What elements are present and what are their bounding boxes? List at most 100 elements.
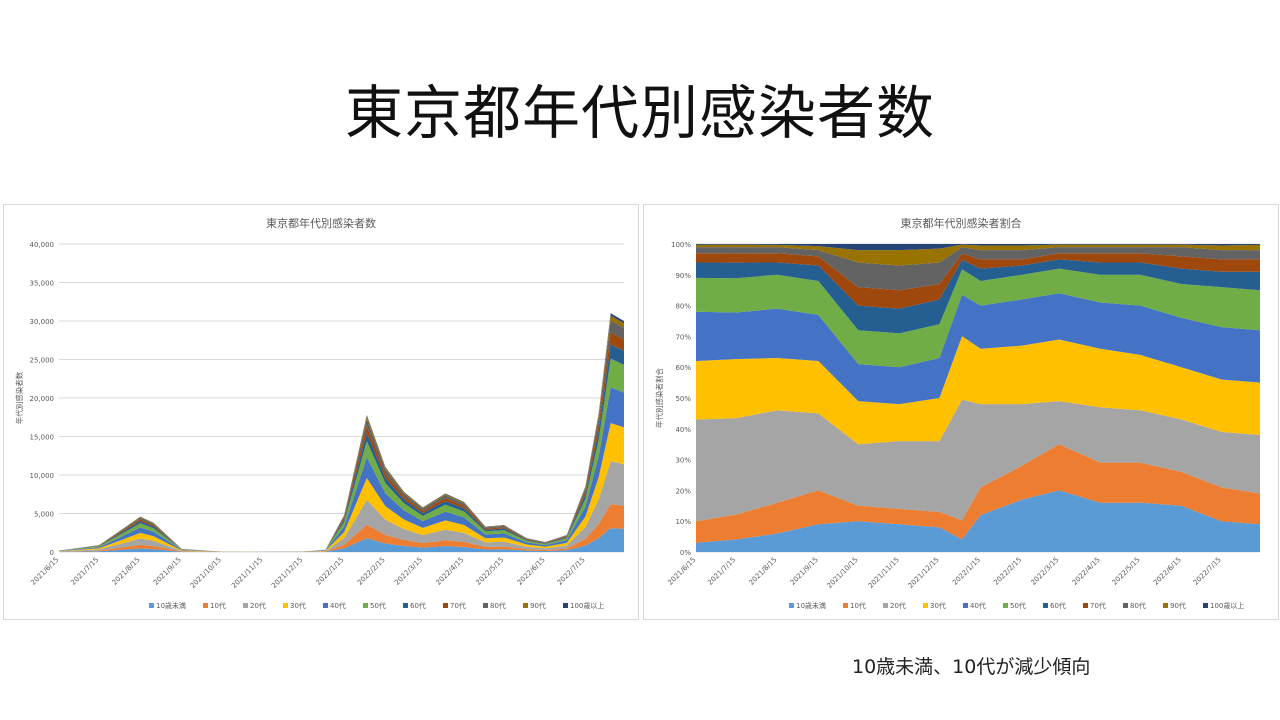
area-series-7 bbox=[696, 259, 1260, 334]
y-tick-label: 20% bbox=[675, 487, 691, 495]
x-tick-label: 2021/12/15 bbox=[270, 556, 304, 590]
legend-label: 30代 bbox=[930, 601, 946, 610]
legend-label: 10歳未満 bbox=[796, 601, 826, 610]
legend-label: 40代 bbox=[330, 601, 346, 610]
area-series-5 bbox=[696, 293, 1260, 405]
chart-ratio: 東京都年代別感染者割合 0% 10% 20% 30% 40% 50% 60% 70% 80% 90%… bbox=[654, 216, 1260, 610]
x-tick-label: 2022/1/15 bbox=[315, 556, 346, 587]
area-series-9 bbox=[696, 247, 1260, 291]
legend-label: 10代 bbox=[210, 601, 226, 610]
y-tick-label: 20,000 bbox=[30, 395, 55, 403]
legend-swatch bbox=[443, 603, 448, 608]
legend-label: 30代 bbox=[290, 601, 306, 610]
legend-label: 50代 bbox=[370, 601, 386, 610]
area-series-6 bbox=[696, 268, 1260, 368]
legend-label: 20代 bbox=[250, 601, 266, 610]
y-tick-label: 90% bbox=[675, 272, 691, 280]
x-tick-label: 2021/11/15 bbox=[230, 556, 264, 590]
legend-label: 40代 bbox=[970, 601, 986, 610]
legend-swatch bbox=[1123, 603, 1128, 608]
y-tick-label: 40% bbox=[675, 426, 691, 434]
legend-swatch bbox=[1043, 603, 1048, 608]
chart-counts: 東京都年代別感染者数 0 5,000 10,000 15,000 20,000 25,000… bbox=[14, 216, 624, 610]
legend-swatch bbox=[483, 603, 488, 608]
y-axis-label: 年代別感染者数 bbox=[14, 371, 24, 424]
y-tick-label: 35,000 bbox=[30, 280, 55, 288]
x-tick-label: 2022/4/15 bbox=[1071, 556, 1102, 587]
area-series-11 bbox=[696, 244, 1260, 251]
x-tick-label: 2021/6/15 bbox=[666, 556, 697, 587]
area-series-group bbox=[696, 244, 1260, 552]
y-tick-label: 0% bbox=[680, 549, 691, 557]
y-tick-label: 70% bbox=[675, 333, 691, 341]
x-tick-label: 2021/6/15 bbox=[29, 556, 60, 587]
x-tick-label: 2022/7/15 bbox=[1192, 556, 1223, 587]
y-tick-label: 100% bbox=[671, 241, 691, 249]
legend-label: 60代 bbox=[1050, 601, 1066, 610]
legend-label: 100歳以上 bbox=[570, 601, 604, 610]
legend-swatch bbox=[283, 603, 288, 608]
x-tick-label: 2022/5/15 bbox=[1111, 556, 1142, 587]
legend-label: 80代 bbox=[490, 601, 506, 610]
legend-swatch bbox=[203, 603, 208, 608]
legend-swatch bbox=[1203, 603, 1208, 608]
y-tick-label: 40,000 bbox=[30, 241, 55, 249]
area-series-1 bbox=[696, 490, 1260, 552]
area-series-10 bbox=[59, 315, 624, 552]
legend-label: 20代 bbox=[890, 601, 906, 610]
x-tick-label: 2021/12/15 bbox=[907, 556, 941, 590]
x-tick-label: 2021/7/15 bbox=[706, 556, 737, 587]
area-series-4 bbox=[696, 336, 1260, 445]
y-axis-label: 年代別感染者割合 bbox=[654, 368, 664, 428]
y-tick-label: 80% bbox=[675, 303, 691, 311]
area-series-8 bbox=[696, 253, 1260, 309]
y-tick-label: 50% bbox=[675, 395, 691, 403]
x-tick-label: 2021/8/15 bbox=[111, 556, 142, 587]
area-series-10 bbox=[696, 244, 1260, 266]
legend-swatch bbox=[923, 603, 928, 608]
legend-label: 10代 bbox=[850, 601, 866, 610]
legend-label: 50代 bbox=[1010, 601, 1026, 610]
chart-panel-ratio[interactable]: 東京都年代別感染者割合 0% 10% 20% 30% 40% 50% 60% 70% 80% 90%… bbox=[643, 204, 1279, 620]
legend-swatch bbox=[843, 603, 848, 608]
x-tick-label: 2022/4/15 bbox=[434, 556, 465, 587]
legend-swatch bbox=[149, 603, 154, 608]
chart-title: 東京都年代別感染者数 bbox=[266, 216, 376, 230]
legend-swatch bbox=[883, 603, 888, 608]
slide-caption: 10歳未満、10代が減少傾向 bbox=[852, 656, 1091, 678]
y-tick-label: 30,000 bbox=[30, 318, 55, 326]
legend-label: 70代 bbox=[1090, 601, 1106, 610]
legend-label: 60代 bbox=[410, 601, 426, 610]
x-tick-label: 2021/9/15 bbox=[789, 556, 820, 587]
chart-panel-counts[interactable]: 東京都年代別感染者数 0 5,000 10,000 15,000 20,000 25,000… bbox=[3, 204, 639, 620]
x-tick-label: 2021/11/15 bbox=[867, 556, 901, 590]
x-tick-label: 2022/6/15 bbox=[516, 556, 547, 587]
legend-swatch bbox=[563, 603, 568, 608]
legend-swatch bbox=[789, 603, 794, 608]
x-tick-label: 2022/7/15 bbox=[556, 556, 587, 587]
x-tick-label: 2022/2/15 bbox=[992, 556, 1023, 587]
x-tick-label: 2021/9/15 bbox=[152, 556, 183, 587]
y-tick-label: 60% bbox=[675, 364, 691, 372]
legend-swatch bbox=[243, 603, 248, 608]
x-tick-label: 2021/8/15 bbox=[748, 556, 779, 587]
x-tick-label: 2022/2/15 bbox=[356, 556, 387, 587]
x-tick-label: 2022/3/15 bbox=[393, 556, 424, 587]
legend-label: 10歳未満 bbox=[156, 601, 186, 610]
legend-swatch bbox=[1003, 603, 1008, 608]
legend-label: 90代 bbox=[530, 601, 546, 610]
x-tick-label: 2022/3/15 bbox=[1030, 556, 1061, 587]
y-tick-label: 5,000 bbox=[34, 511, 54, 519]
area-series-3 bbox=[696, 399, 1260, 522]
legend-swatch bbox=[363, 603, 368, 608]
legend-label: 90代 bbox=[1170, 601, 1186, 610]
legend-swatch bbox=[963, 603, 968, 608]
y-tick-label: 10,000 bbox=[30, 472, 55, 480]
area-series-11 bbox=[59, 313, 624, 552]
x-tick-label: 2022/6/15 bbox=[1152, 556, 1183, 587]
legend-swatch bbox=[1163, 603, 1168, 608]
chart-title: 東京都年代別感染者割合 bbox=[901, 216, 1022, 230]
legend-label: 80代 bbox=[1130, 601, 1146, 610]
x-tick-label: 2022/5/15 bbox=[474, 556, 505, 587]
x-tick-label: 2021/10/15 bbox=[189, 556, 223, 590]
